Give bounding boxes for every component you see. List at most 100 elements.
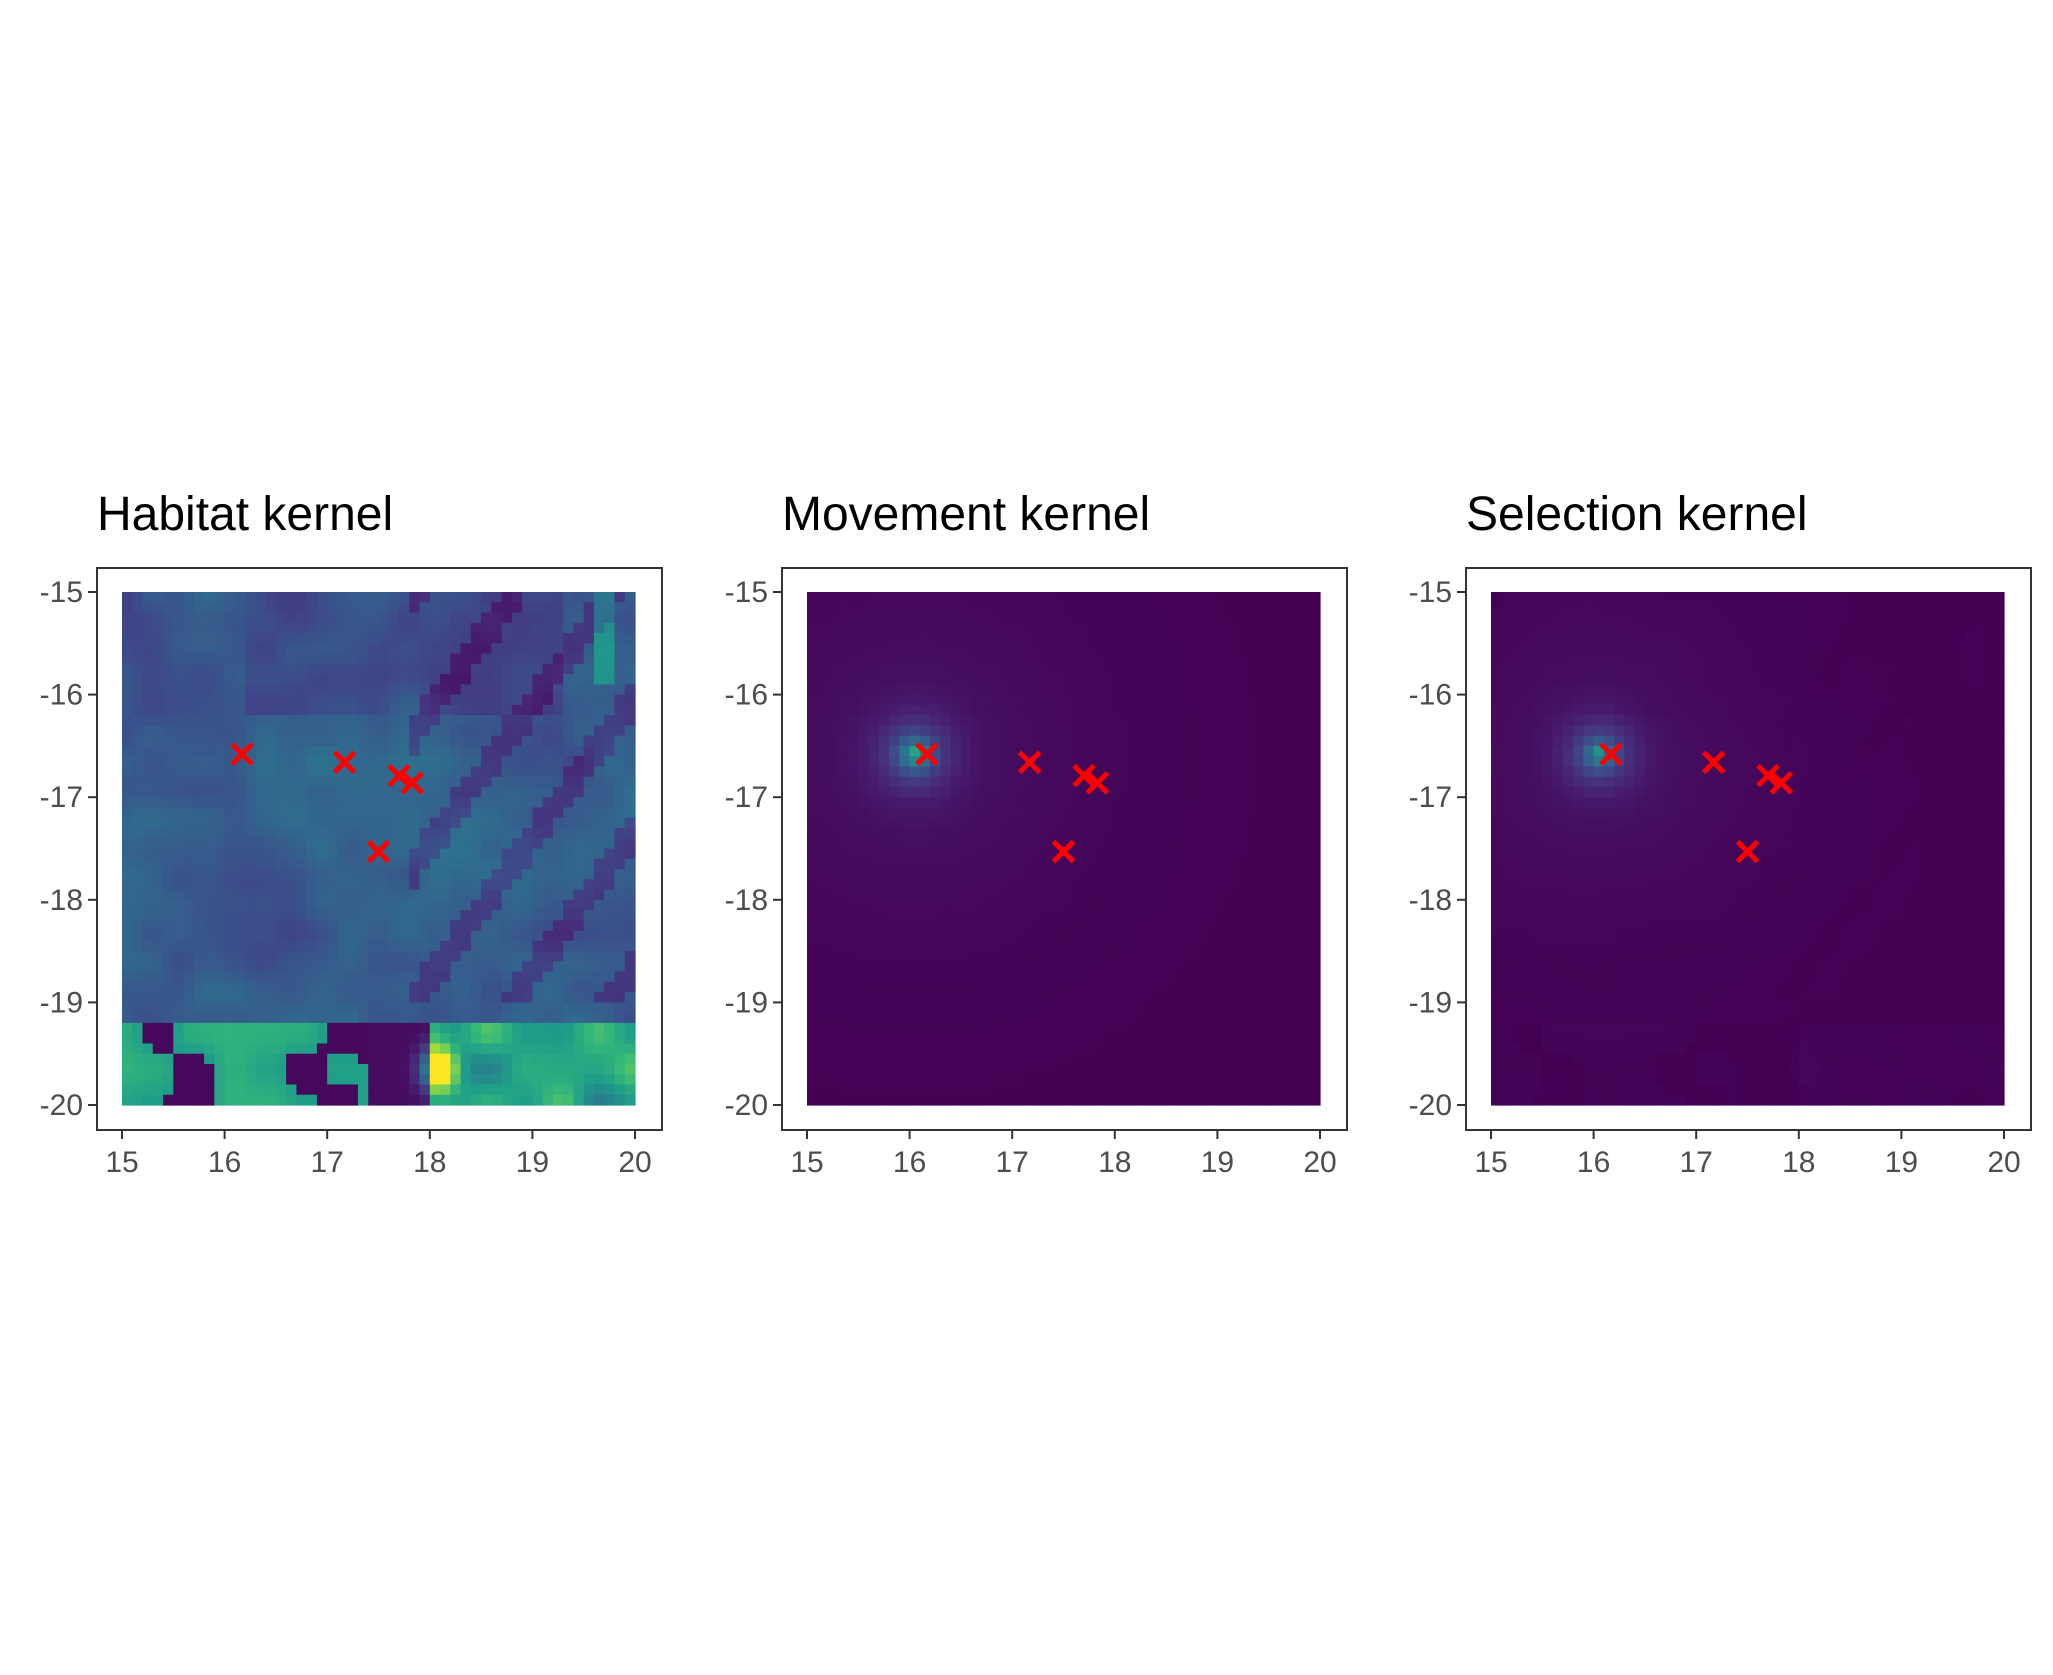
raster-cell [889, 940, 900, 952]
raster-cell [224, 663, 236, 675]
raster-cell [316, 930, 328, 942]
raster-cell [573, 817, 585, 829]
raster-cell [450, 889, 462, 901]
raster-cell [971, 910, 983, 921]
raster-cell [1135, 633, 1147, 644]
raster-cell [1237, 920, 1249, 932]
raster-cell [940, 602, 952, 614]
raster-cell [450, 1022, 462, 1034]
raster-cell [193, 992, 205, 1003]
raster-cell [573, 920, 585, 932]
raster-cell [429, 1033, 441, 1045]
raster-cell [204, 653, 215, 665]
raster-cell [542, 981, 554, 993]
raster-cell [1299, 971, 1311, 983]
raster-cell [1042, 951, 1054, 962]
raster-cell [306, 1022, 318, 1034]
raster-cell [542, 704, 554, 716]
raster-cell [132, 715, 144, 726]
raster-cell [909, 951, 921, 962]
raster-cell [409, 715, 421, 726]
raster-cell [807, 879, 818, 891]
raster-cell [1104, 684, 1116, 696]
raster-cell [224, 869, 236, 880]
raster-cell [971, 1074, 983, 1086]
raster-cell [255, 663, 267, 675]
raster-cell [357, 838, 369, 850]
raster-cell [429, 663, 441, 675]
raster-cell [132, 766, 144, 778]
raster-cell [604, 910, 616, 921]
raster-cell [1196, 592, 1208, 603]
raster-cell [470, 643, 482, 655]
raster-cell [388, 930, 400, 942]
raster-cell [593, 633, 605, 644]
raster-cell [1278, 612, 1290, 624]
raster-cell [552, 981, 564, 993]
raster-cell [573, 869, 585, 880]
raster-cell [950, 889, 962, 901]
raster-cell [624, 653, 636, 665]
raster-cell [930, 602, 941, 614]
raster-cell [604, 1033, 616, 1045]
raster-cell [960, 848, 972, 860]
raster-cell [960, 1033, 972, 1045]
raster-cell [1042, 622, 1054, 634]
raster-cell [583, 1084, 595, 1096]
raster-cell [1063, 797, 1075, 809]
raster-cell [1094, 1084, 1106, 1096]
raster-cell [1114, 797, 1126, 809]
x-tick-label: 19 [516, 1146, 549, 1179]
raster-cell [337, 992, 349, 1003]
raster-cell [440, 940, 451, 952]
raster-cell [848, 951, 859, 962]
raster-cell [583, 971, 595, 983]
raster-cell [1237, 838, 1249, 850]
raster-cell [470, 602, 482, 614]
raster-cell [429, 899, 441, 911]
raster-cell [316, 674, 328, 685]
raster-cell [532, 827, 544, 839]
raster-cell [1073, 633, 1085, 644]
raster-cell [419, 674, 431, 685]
raster-cell [1053, 674, 1065, 685]
raster-cell [919, 1094, 931, 1106]
raster-cell [173, 1033, 185, 1045]
raster-cell [440, 633, 451, 644]
raster-cell [511, 776, 523, 788]
raster-cell [327, 971, 339, 983]
raster-cell [1196, 1033, 1208, 1045]
raster-cell [491, 612, 503, 624]
raster-cell [604, 725, 616, 737]
raster-cell [909, 817, 921, 829]
raster-cell [1278, 1063, 1290, 1075]
raster-cell [388, 633, 400, 644]
raster-cell [909, 920, 921, 932]
raster-cell [1001, 1002, 1013, 1014]
raster-cell [409, 992, 421, 1003]
raster-cell [1299, 1033, 1311, 1045]
raster-cell [337, 1033, 349, 1045]
raster-cell [193, 715, 205, 726]
raster-cell [1094, 848, 1106, 860]
raster-cell [163, 715, 174, 726]
raster-cell [327, 622, 339, 634]
raster-cell [1125, 684, 1136, 696]
raster-cell [1104, 1033, 1116, 1045]
raster-cell [419, 1063, 431, 1075]
raster-cell [858, 1053, 870, 1065]
raster-cell [214, 817, 226, 829]
raster-cell [275, 704, 287, 716]
raster-cell [163, 766, 174, 778]
raster-cell [1196, 961, 1208, 973]
raster-cell [583, 643, 595, 655]
raster-cell [275, 807, 287, 819]
raster-cell [532, 848, 544, 860]
raster-cell [306, 879, 318, 891]
raster-cell [193, 910, 205, 921]
raster-cell [214, 797, 226, 809]
raster-cell [1248, 725, 1260, 737]
raster-cell [858, 756, 870, 768]
raster-cell [1104, 827, 1116, 839]
raster-cell [183, 674, 195, 685]
